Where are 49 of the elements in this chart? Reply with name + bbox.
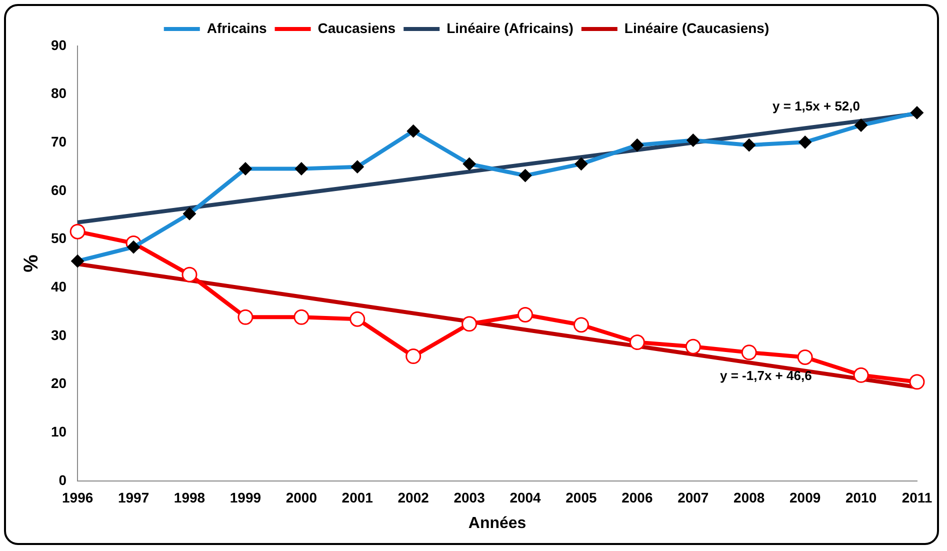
point <box>294 309 310 325</box>
x-tick-label: 1998 <box>174 489 206 506</box>
y-tick-label: 10 <box>50 424 67 440</box>
point <box>462 316 478 332</box>
point <box>741 344 757 360</box>
y-tick-label: 20 <box>50 375 67 392</box>
x-tick-label: 1999 <box>230 489 262 506</box>
legend-label: Linéaire (Caucasiens) <box>624 20 770 36</box>
y-axis-title: % <box>20 254 43 272</box>
y-tick-label: 30 <box>50 326 67 343</box>
point <box>853 367 869 383</box>
y-tick-label: 60 <box>50 182 67 198</box>
point <box>629 334 645 350</box>
legend-label: Caucasiens <box>318 20 396 36</box>
y-tick-label: 0 <box>58 472 67 488</box>
point <box>70 224 86 240</box>
x-tick-label: 2006 <box>622 489 653 506</box>
x-tick-label: 1996 <box>62 489 94 506</box>
x-tick-label: 2002 <box>398 489 430 506</box>
annotation: y = 1,5x + 52,0 <box>772 98 860 114</box>
x-tick-label: 1997 <box>118 489 150 506</box>
x-tick-label: 2001 <box>342 489 374 506</box>
point <box>909 374 925 390</box>
point <box>350 311 366 327</box>
x-tick-label: 2010 <box>845 489 877 506</box>
x-tick-label: 2004 <box>510 489 542 506</box>
y-tick-label: 80 <box>50 85 67 102</box>
x-tick-label: 2003 <box>454 489 486 506</box>
x-tick-label: 2007 <box>678 489 709 506</box>
point <box>182 266 198 282</box>
x-tick-label: 2011 <box>902 489 932 506</box>
y-tick-label: 70 <box>50 134 67 150</box>
point <box>685 338 701 354</box>
y-tick-label: 50 <box>50 230 67 246</box>
annotation: y = -1,7x + 46,6 <box>720 368 812 384</box>
point <box>518 306 534 322</box>
point <box>406 348 422 364</box>
x-tick-label: 2000 <box>286 489 318 506</box>
point <box>797 350 813 366</box>
x-tick-label: 2008 <box>734 489 765 506</box>
legend-label: Africains <box>206 20 267 36</box>
y-tick-label: 40 <box>50 278 67 295</box>
legend-label: Linéaire (Africains) <box>446 20 574 36</box>
y-tick-label: 90 <box>50 36 67 53</box>
point <box>238 309 254 325</box>
point <box>573 317 589 333</box>
x-axis-title: Années <box>468 514 526 532</box>
x-tick-label: 2005 <box>566 489 598 506</box>
x-tick-label: 2009 <box>790 489 821 506</box>
